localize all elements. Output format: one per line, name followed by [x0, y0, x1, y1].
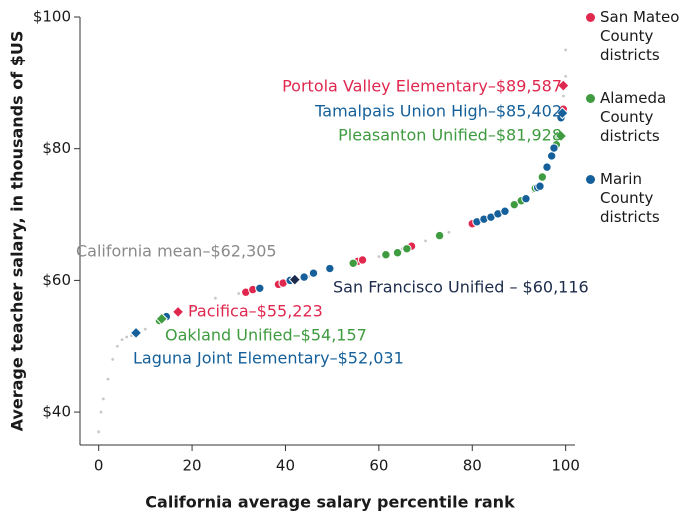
- legend-label: Alameda County districts: [600, 89, 667, 145]
- background-point: [214, 296, 217, 300]
- x-tick-label: 40: [276, 457, 295, 475]
- background-point: [97, 430, 101, 434]
- annotation: Portola Valley Elementary–$89,587: [282, 77, 562, 96]
- highlight-point: [129, 326, 143, 340]
- point: [357, 255, 368, 265]
- background-point: [564, 74, 568, 78]
- point: [500, 206, 510, 216]
- point: [255, 283, 265, 293]
- x-tick-label: 20: [183, 457, 202, 475]
- background-point: [125, 335, 129, 339]
- background-point: [111, 358, 115, 361]
- point: [535, 181, 545, 191]
- legend-marker: [586, 94, 595, 103]
- annotation: Pacifica–$55,223: [188, 302, 323, 321]
- y-tick-label: $40: [42, 403, 71, 421]
- highlight-point: [556, 106, 569, 120]
- point: [308, 268, 319, 278]
- annotation: Pleasanton Unified–$81,928: [338, 126, 562, 145]
- legend-entry: Alameda County districts: [586, 89, 685, 146]
- annotation: Oakland Unified–$54,157: [165, 326, 367, 345]
- x-tick-label: 80: [463, 457, 482, 475]
- y-axis-label: Average teacher salary, in thousands of …: [8, 31, 27, 432]
- background-point: [447, 230, 451, 234]
- point: [348, 258, 358, 268]
- point: [521, 194, 531, 204]
- background-point: [564, 48, 568, 52]
- background-point: [424, 239, 427, 243]
- point: [549, 143, 559, 153]
- x-tick-label: 100: [551, 457, 580, 475]
- background-point: [120, 338, 124, 342]
- highlight-point: [288, 273, 302, 286]
- legend-marker: [586, 175, 595, 184]
- background-point: [377, 255, 381, 259]
- y-tick-label: $60: [42, 271, 71, 289]
- highlight-point: [554, 129, 568, 143]
- legend-marker: [586, 13, 595, 22]
- point: [381, 250, 391, 260]
- point: [325, 263, 335, 274]
- point: [392, 248, 403, 258]
- background-point: [106, 377, 110, 381]
- legend-label: San Mateo County districts: [600, 8, 680, 64]
- point: [537, 172, 548, 182]
- point: [542, 162, 552, 172]
- annotation: Laguna Joint Elementary–$52,031: [133, 349, 404, 368]
- background-point: [101, 397, 105, 401]
- background-point: [143, 327, 147, 331]
- point: [402, 244, 412, 254]
- background-point: [99, 410, 103, 414]
- background-point: [190, 305, 194, 309]
- annotation: Tamalpais Union High–$85,402: [314, 102, 562, 121]
- background-point: [115, 344, 119, 348]
- point: [299, 272, 309, 282]
- highlight-point: [557, 79, 570, 92]
- annotation: San Francisco Unified – $60,116: [333, 278, 589, 297]
- highlight-point: [155, 312, 168, 326]
- x-tick-label: 60: [369, 457, 388, 475]
- point: [509, 199, 519, 210]
- x-tick-label: 0: [94, 457, 104, 475]
- legend-label: Marin County districts: [600, 170, 660, 226]
- x-axis-label: California average salary percentile ran…: [145, 493, 515, 512]
- point: [546, 151, 557, 161]
- legend-entry: Marin County districts: [586, 170, 685, 227]
- chart: California average salary percentile ran…: [8, 8, 589, 512]
- annotation: California mean–$62,305: [76, 242, 277, 261]
- y-tick-label: $80: [42, 139, 71, 157]
- background-point: [561, 94, 565, 98]
- background-point: [237, 292, 241, 295]
- highlight-point: [171, 305, 185, 319]
- point: [434, 230, 445, 241]
- legend-entry: San Mateo County districts: [586, 8, 685, 65]
- y-tick-label: $100: [33, 8, 71, 26]
